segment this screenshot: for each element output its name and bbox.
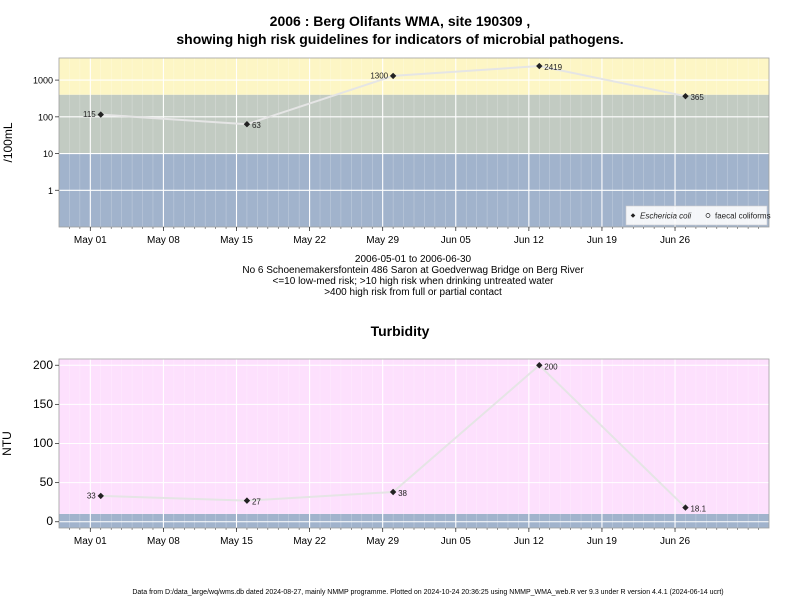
c1-x-tick-label-6: Jun 12 xyxy=(514,235,544,246)
c1-series-0-data-label-3: 2419 xyxy=(544,63,562,72)
caption-drinking-risk: <=10 low-med risk; >10 high risk when dr… xyxy=(272,276,554,287)
c2-x-tick-label-4: May 29 xyxy=(366,536,399,547)
caption-site: No 6 Schoenemakersfontein 486 Saron at G… xyxy=(242,265,584,276)
c2-series-0-point-1 xyxy=(243,497,251,504)
footer-note: Data from D:/data_large/wq/wms.db dated … xyxy=(132,589,724,596)
c1-x-tick-label-5: Jun 05 xyxy=(441,235,471,246)
c2-x-tick-label-0: May 01 xyxy=(74,536,107,547)
caption-contact-risk: >400 high risk from full or partial cont… xyxy=(324,287,502,298)
c2-series-0-data-label-0: 33 xyxy=(87,491,96,500)
c2-x-tick-label-7: Jun 19 xyxy=(587,536,617,547)
c1-series-0-data-label-4: 365 xyxy=(690,93,704,102)
caption-date-range: 2006-05-01 to 2006-06-30 xyxy=(354,254,472,265)
c2-y-tick-label-3: 150 xyxy=(33,397,53,411)
c1-legend-label-1: faecal coliforms xyxy=(715,212,771,221)
c2-series-0-point-2 xyxy=(389,488,397,496)
c2-series-0-point-0 xyxy=(97,492,104,500)
c1-legend-marker-0 xyxy=(630,213,636,218)
c1-series-0-data-label-0: 115 xyxy=(83,110,96,119)
c1-y-axis-label: /100mL xyxy=(1,122,15,162)
c1-y-tick-label-2: 100 xyxy=(38,112,53,122)
c2-series-0-data-label-4: 18.1 xyxy=(690,505,706,514)
chart-title: 2006 : Berg Olifants WMA, site 190309 , xyxy=(269,13,531,29)
c1-series-0-data-label-2: 1300 xyxy=(370,71,388,80)
c1-x-tick-label-7: Jun 19 xyxy=(587,235,617,246)
c1-x-tick-label-2: May 15 xyxy=(220,235,253,246)
c1-y-tick-label-0: 1 xyxy=(48,186,53,196)
c1-x-tick-label-1: May 08 xyxy=(147,235,180,246)
c2-series-0-data-label-1: 27 xyxy=(252,498,261,507)
c1-x-tick-label-4: May 29 xyxy=(366,235,399,246)
c1-y-tick-label-3: 1000 xyxy=(33,76,53,86)
c1-series-0-point-2 xyxy=(389,72,397,80)
c2-y-tick-label-2: 100 xyxy=(33,436,53,450)
chart-subtitle: showing high risk guidelines for indicat… xyxy=(176,31,624,47)
c2-x-tick-label-8: Jun 26 xyxy=(660,536,690,547)
c2-x-tick-label-3: May 22 xyxy=(293,536,326,547)
c2-series-0-data-label-2: 38 xyxy=(398,489,407,498)
c2-x-tick-label-6: Jun 12 xyxy=(514,536,544,547)
c2-series-0-data-label-3: 200 xyxy=(544,362,558,371)
c2-series-0-point-4 xyxy=(682,504,689,511)
c2-y-tick-label-0: 0 xyxy=(46,514,53,528)
c1-x-tick-label-3: May 22 xyxy=(293,235,326,246)
c1-series-0-point-1 xyxy=(243,121,251,128)
c2-y-axis-label: NTU xyxy=(0,431,14,456)
turbidity-title: Turbidity xyxy=(370,323,430,339)
c2-series-0-point-3 xyxy=(536,362,543,369)
c2-y-tick-label-1: 50 xyxy=(40,475,54,489)
microbial-chart: 1 10 100 1000 May 01 May 08 May 15 May 22 May 29… xyxy=(1,57,771,246)
c1-series-0-data-label-1: 63 xyxy=(252,121,261,130)
turbidity-chart: 0 50 100 150 200 May 01 May 08 May 15 May 22 May … xyxy=(0,358,770,547)
c2-x-tick-label-2: May 15 xyxy=(220,536,253,547)
c2-y-tick-label-4: 200 xyxy=(33,358,53,372)
c1-series-0-point-4 xyxy=(682,92,689,100)
c1-series-0-point-0 xyxy=(97,111,104,118)
c1-y-tick-label-1: 10 xyxy=(43,149,53,159)
c1-legend-marker-1 xyxy=(705,213,711,218)
c1-legend-box xyxy=(625,205,768,226)
c1-x-tick-label-0: May 01 xyxy=(74,235,107,246)
c1-series-0-point-3 xyxy=(536,62,543,70)
c2-x-tick-label-1: May 08 xyxy=(147,536,180,547)
c2-x-tick-label-5: Jun 05 xyxy=(441,536,471,547)
c1-legend-label-0: Eschericia coli xyxy=(640,212,691,221)
c1-x-tick-label-8: Jun 26 xyxy=(660,235,690,246)
